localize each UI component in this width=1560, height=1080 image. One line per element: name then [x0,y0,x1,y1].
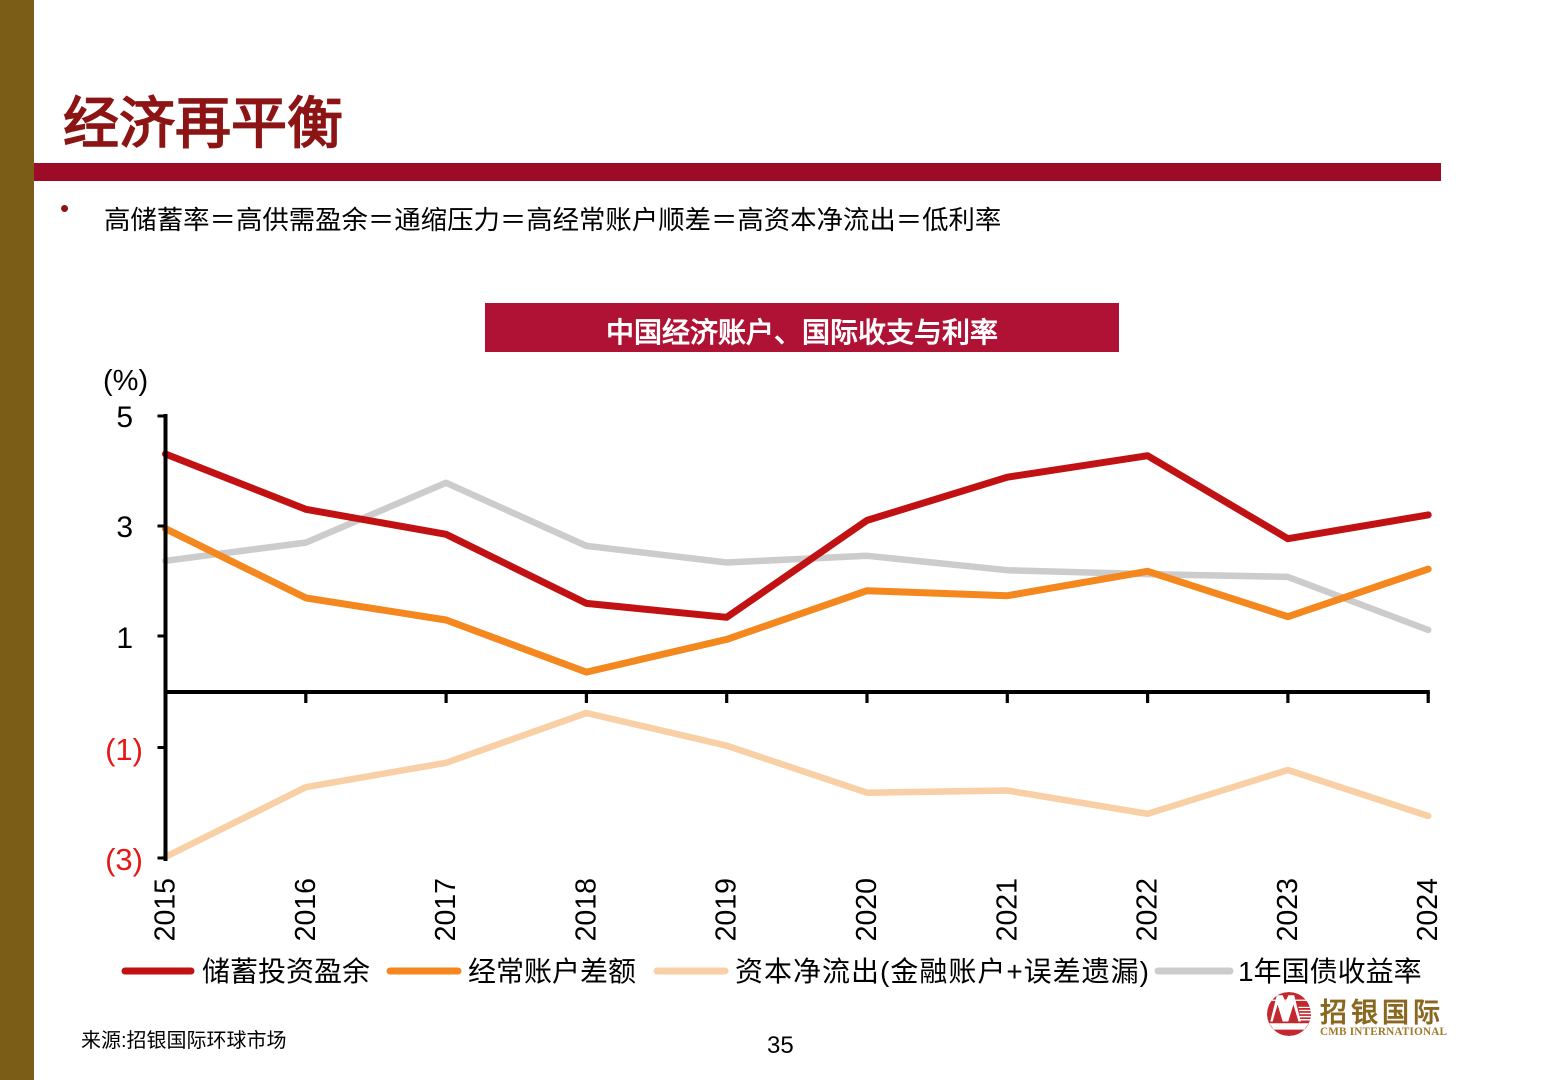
svg-text:2022: 2022 [1132,878,1164,941]
svg-text:(1): (1) [105,732,143,767]
svg-text:2019: 2019 [711,878,743,941]
svg-text:2015: 2015 [150,878,182,941]
svg-text:2017: 2017 [430,878,462,941]
svg-text:2024: 2024 [1412,878,1444,942]
svg-text:1: 1 [116,622,133,655]
svg-text:2021: 2021 [991,878,1023,941]
svg-text:2018: 2018 [570,878,602,941]
svg-text:3: 3 [116,511,133,544]
svg-text:2016: 2016 [290,878,322,941]
svg-text:(%): (%) [103,365,148,397]
svg-text:2020: 2020 [851,878,883,941]
svg-text:(3): (3) [105,842,143,877]
svg-text:5: 5 [116,401,133,434]
svg-text:2023: 2023 [1272,878,1304,941]
